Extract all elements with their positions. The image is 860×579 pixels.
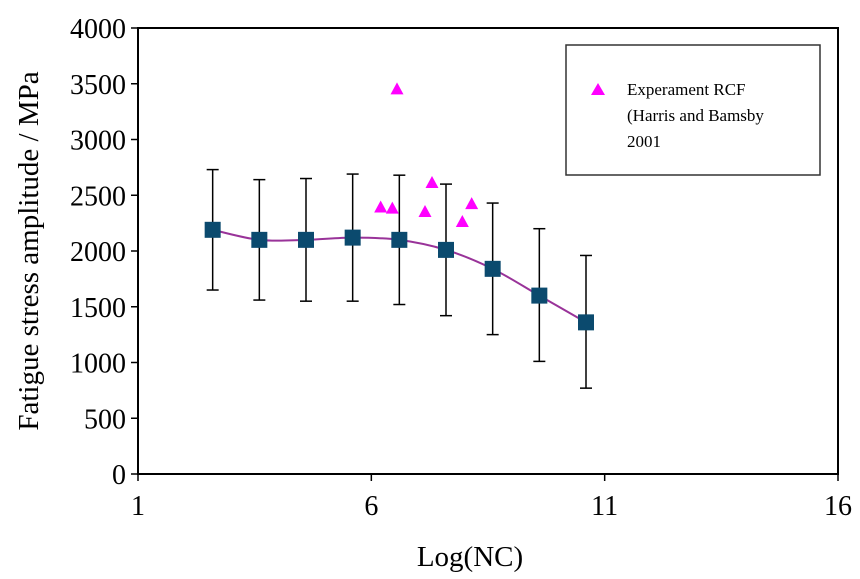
square-marker	[391, 231, 408, 248]
square-marker	[344, 229, 361, 246]
square-marker	[204, 221, 221, 238]
square-marker	[438, 241, 454, 258]
series-markers	[204, 221, 594, 331]
legend: Experament RCF (Harris and Bamsby 2001	[565, 44, 821, 176]
triangle-marker	[425, 175, 439, 188]
y-tick-label: 2000	[70, 237, 126, 268]
y-tick-label: 1000	[70, 349, 126, 380]
x-tick-label: 11	[591, 491, 618, 522]
square-marker	[484, 260, 501, 277]
legend-box	[565, 44, 821, 176]
triangle-marker	[385, 201, 399, 214]
legend-triangle-icon	[591, 83, 605, 95]
triangle-marker	[465, 197, 479, 210]
y-tick-label: 0	[112, 460, 126, 491]
x-tick-label: 6	[364, 491, 378, 522]
y-tick-label: 2500	[70, 181, 126, 212]
y-tick-label: 1500	[70, 293, 126, 324]
triangle-marker	[455, 215, 469, 228]
square-marker	[298, 231, 314, 248]
x-tick-label: 1	[131, 491, 145, 522]
y-axis-ticks: 0 500 1000 1500 2000 2500 3000 3500 4000	[70, 14, 138, 491]
y-tick-label: 3000	[70, 126, 126, 157]
y-axis-title: Fatigue stress amplitude / MPa	[13, 71, 45, 430]
y-tick-label: 3500	[70, 70, 126, 101]
x-axis-ticks: 1 6 11 16	[131, 474, 852, 522]
legend-line-2: (Harris and Bamsby	[627, 106, 764, 125]
triangle-marker	[374, 200, 388, 213]
square-marker	[251, 231, 268, 248]
triangle-marker	[418, 204, 432, 217]
x-axis-title: Log(NC)	[417, 541, 523, 573]
square-marker	[578, 314, 594, 331]
legend-line-3: 2001	[627, 132, 661, 151]
legend-line-1: Experament RCF	[627, 80, 746, 99]
experiment-markers	[374, 82, 479, 228]
x-tick-label: 16	[824, 491, 852, 522]
triangle-marker	[390, 82, 404, 95]
square-marker	[531, 287, 548, 304]
y-tick-label: 500	[84, 404, 126, 435]
y-tick-label: 4000	[70, 14, 126, 45]
